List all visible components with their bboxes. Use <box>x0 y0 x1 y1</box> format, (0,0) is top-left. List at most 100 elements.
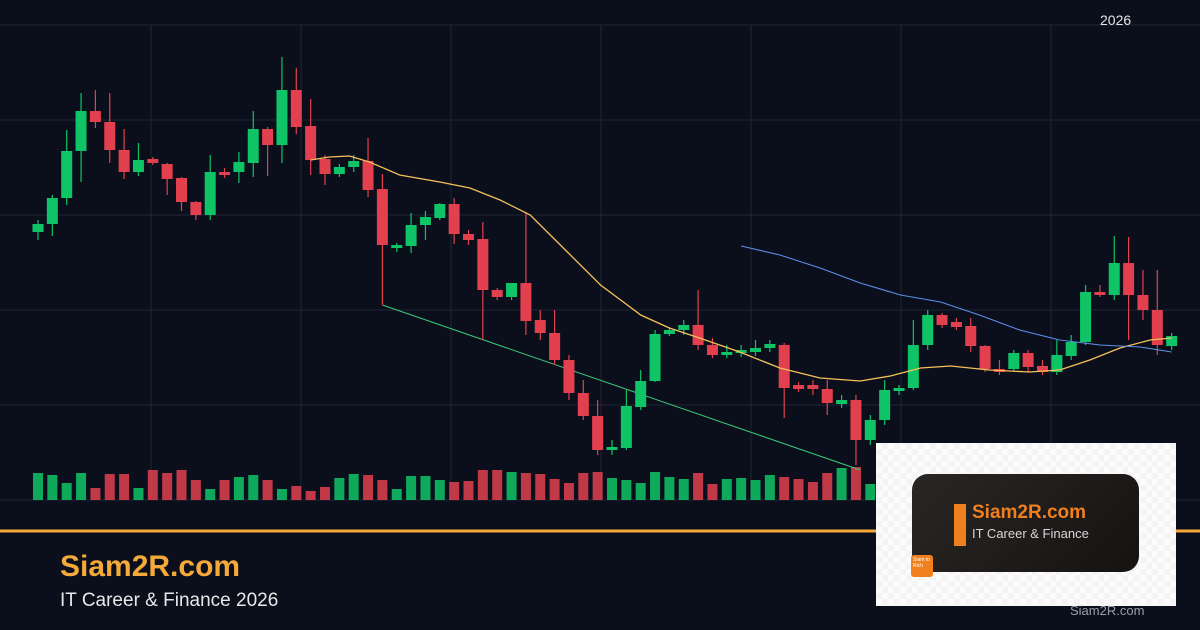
volume-bar <box>822 473 833 500</box>
candle-body <box>606 447 618 450</box>
candle-body <box>319 159 331 174</box>
volume-bar <box>363 475 374 500</box>
candle-body <box>1123 263 1135 295</box>
volume-bar <box>262 480 273 500</box>
year-label: 2026 <box>1100 12 1132 28</box>
candle-body <box>405 225 417 246</box>
volume-bar <box>320 487 330 500</box>
volume-bar <box>61 483 72 500</box>
candle-body <box>1022 353 1034 367</box>
volume-bar <box>865 484 876 500</box>
volume-bar <box>47 475 58 500</box>
candle-body <box>491 290 503 297</box>
volume-bar <box>678 479 689 500</box>
candle-body <box>807 385 819 389</box>
candle-body <box>735 350 747 353</box>
volume-bar <box>506 472 517 500</box>
volume-bar <box>377 480 388 500</box>
volume-bar <box>248 475 259 500</box>
candle-body <box>764 344 776 348</box>
candle-body <box>506 283 518 297</box>
candle-body <box>1137 295 1149 310</box>
volume-bar <box>664 477 675 500</box>
volume-bar <box>334 478 345 500</box>
volume-bar <box>578 473 589 500</box>
brand-tagline: IT Career & Finance 2026 <box>60 590 279 611</box>
candle-body <box>118 150 130 172</box>
candle-body <box>793 385 805 389</box>
candle-body <box>32 224 44 232</box>
volume-bar <box>477 470 488 500</box>
volume-bar <box>492 470 503 500</box>
candle-body <box>1166 336 1178 346</box>
candle-body <box>1008 353 1020 369</box>
candle-body <box>276 90 288 145</box>
candle-body <box>678 325 690 330</box>
candle-body <box>534 320 546 333</box>
logo-title: Siam2R.com <box>972 502 1087 523</box>
volume-bar <box>276 489 287 500</box>
candle-body <box>75 111 87 151</box>
candle-body <box>950 322 962 327</box>
candle-body <box>520 283 532 321</box>
candle-body <box>104 122 116 150</box>
trendline <box>382 304 861 471</box>
candle-body <box>219 172 231 175</box>
candle-body <box>1080 292 1092 342</box>
volume-bar <box>520 473 531 500</box>
volume-bar <box>391 489 402 500</box>
volume-bar <box>190 480 201 500</box>
candle-body <box>663 330 675 334</box>
candle-body <box>850 400 862 440</box>
candle-body <box>419 217 431 225</box>
candle-body <box>1065 342 1077 356</box>
candle-body <box>549 333 561 360</box>
volume-bar <box>133 488 144 500</box>
candle-body <box>778 345 790 388</box>
moving-average-slow <box>741 245 1172 353</box>
candle-body <box>750 348 761 352</box>
candle-body <box>649 334 661 381</box>
volume-bar <box>449 482 460 500</box>
volume-bar <box>434 480 445 500</box>
candle-body <box>1108 263 1120 295</box>
volume-bar <box>305 491 316 500</box>
candle-body <box>879 390 891 420</box>
volume-bar <box>147 470 158 500</box>
volume-bar <box>693 473 704 500</box>
candle-body <box>89 111 101 122</box>
candle-body <box>362 161 374 190</box>
candle-body <box>706 345 718 355</box>
candle-body <box>721 352 733 355</box>
volume-bar <box>291 486 302 500</box>
volume-bar <box>779 477 790 500</box>
volume-bar <box>104 474 115 500</box>
volume-bar <box>750 480 761 500</box>
candle-body <box>907 345 919 388</box>
candle-body <box>692 325 704 345</box>
volume-bar <box>736 478 747 500</box>
volume-bar <box>219 480 230 500</box>
volume-bar <box>420 476 431 500</box>
logo-bar-icon <box>954 504 966 546</box>
candle-body <box>592 416 604 450</box>
volume-bar <box>205 489 216 500</box>
candle-body <box>635 381 647 407</box>
candle-body <box>348 161 360 167</box>
candle-body <box>477 239 489 290</box>
candle-body <box>61 151 73 198</box>
candle-body <box>979 346 991 369</box>
watermark: Siam2R.com <box>1070 603 1145 618</box>
candle-body <box>376 189 388 245</box>
candle-body <box>1051 355 1063 372</box>
candle-body <box>821 389 833 403</box>
volume-bar <box>76 473 87 500</box>
candle-body <box>204 172 216 215</box>
volume-bar <box>535 474 546 500</box>
logo-subtitle: IT Career & Finance <box>972 526 1089 541</box>
volume-bar <box>33 473 43 500</box>
volume-bar <box>176 470 187 500</box>
volume-bar <box>162 473 173 500</box>
volume-bar <box>621 480 632 500</box>
volume-bar <box>348 474 359 500</box>
